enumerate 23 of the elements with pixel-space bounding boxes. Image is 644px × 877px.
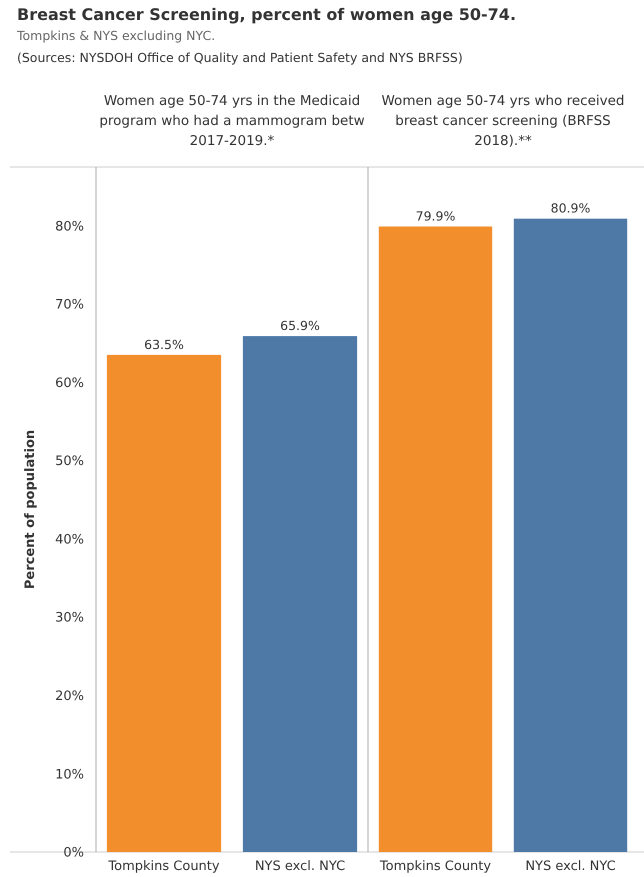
x-tick-label: NYS excl. NYC [254,859,346,874]
y-tick-label: 60% [55,376,84,391]
x-tick-label: NYS excl. NYC [525,859,616,874]
y-tick-label: 10% [55,767,84,782]
y-tick-label: 80% [55,219,84,234]
data-label: 80.9% [550,200,590,216]
chart-subtitle: Tompkins & NYS excluding NYC. [16,28,216,43]
data-label: 79.9% [416,208,456,224]
y-tick-label: 0% [63,846,84,861]
x-tick-label: Tompkins County [107,859,220,874]
y-axis-title: Percent of population [23,430,38,590]
y-tick-label: 70% [55,298,84,313]
text: Women age 50-74 yrs in the Medicaid program who had a mammogram betw 2017-2019.* [99,93,365,149]
x-tick-label: Tompkins County [378,859,492,874]
chart-title: Women age 50-74 yrs who received breast cancer screening (BRFSS 2018).** [382,93,624,149]
chart-title: Breast Cancer Screening, percent of women age 50-74. [17,5,516,24]
data-label: 65.9% [280,318,320,334]
y-tick-label: 20% [55,688,84,704]
text: (Sources: NYSDOH Office of Quality and Patient Safety and NYS BRFSS) [17,50,463,65]
y-tick-label: 50% [55,454,84,470]
data-label: 63.5% [144,336,184,352]
y-tick-label: 40% [55,532,84,548]
y-tick-label: 30% [55,610,84,626]
